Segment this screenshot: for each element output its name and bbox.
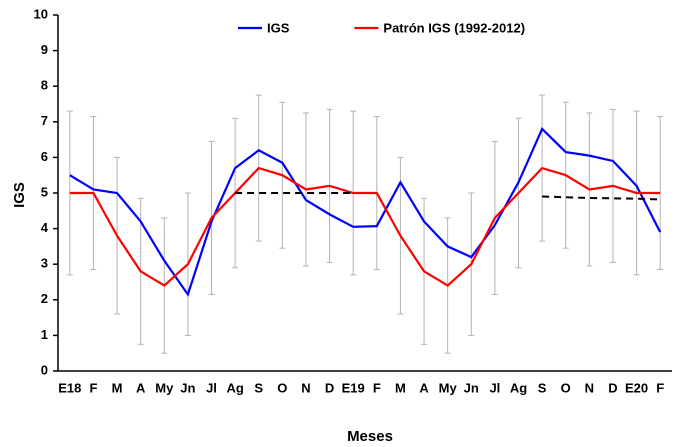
x-tick-label: D (608, 380, 617, 395)
x-tick-label: Ag (510, 380, 527, 395)
legend-label: IGS (267, 20, 290, 35)
x-tick-label: M (395, 380, 406, 395)
x-tick-label: E18 (58, 380, 81, 395)
y-tick-label: 8 (41, 78, 48, 93)
x-tick-label: N (585, 380, 594, 395)
x-tick-label: E20 (625, 380, 648, 395)
x-tick-label: My (155, 380, 174, 395)
series-line (69, 127, 662, 297)
x-tick-label: Jn (464, 380, 479, 395)
y-tick-label: 7 (41, 113, 48, 128)
x-tick-label: F (656, 380, 664, 395)
y-tick-label: 2 (41, 291, 48, 306)
y-tick-label: 0 (41, 362, 48, 377)
trend-line (542, 195, 661, 201)
legend-label: Patrón IGS (1992-2012) (383, 20, 525, 35)
x-tick-label: N (301, 380, 310, 395)
x-tick-label: Ag (226, 380, 243, 395)
y-axis-label: IGS (11, 182, 28, 208)
x-tick-label: E19 (342, 380, 365, 395)
x-tick-label: My (439, 380, 458, 395)
x-tick-label: S (538, 380, 547, 395)
y-tick-label: 10 (34, 6, 48, 21)
x-axis-label: Meses (347, 428, 393, 445)
x-tick-label: F (89, 380, 97, 395)
x-tick-label: A (136, 380, 146, 395)
series-line (69, 166, 661, 287)
x-tick-label: Jn (180, 380, 195, 395)
y-tick-label: 6 (41, 149, 48, 164)
x-tick-label: Jl (206, 380, 217, 395)
y-tick-label: 5 (41, 184, 48, 199)
x-tick-label: A (419, 380, 429, 395)
x-tick-label: M (112, 380, 123, 395)
x-tick-label: O (561, 380, 571, 395)
x-tick-label: O (277, 380, 287, 395)
x-tick-label: Jl (489, 380, 500, 395)
x-tick-label: F (373, 380, 381, 395)
y-tick-label: 1 (41, 327, 48, 342)
y-tick-label: 3 (41, 256, 48, 271)
y-tick-label: 9 (41, 42, 48, 57)
x-tick-label: D (325, 380, 334, 395)
y-tick-label: 4 (41, 220, 49, 235)
x-tick-label: S (254, 380, 263, 395)
